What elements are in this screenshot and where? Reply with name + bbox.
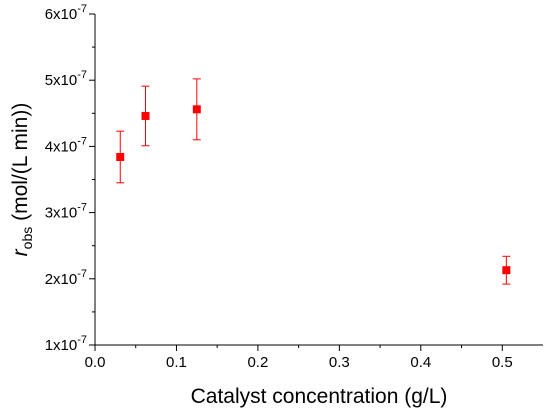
x-tick-label: 0.5: [492, 354, 513, 371]
y-tick-label: 1x10-7: [45, 334, 87, 354]
data-marks: [116, 79, 510, 284]
y-tick-label: 6x10-7: [45, 3, 87, 23]
y-tick-label: 5x10-7: [45, 69, 87, 89]
data-point: [193, 105, 201, 113]
data-point: [142, 112, 150, 120]
x-tick-label: 0.0: [85, 354, 106, 371]
x-tick-label: 0.4: [410, 354, 431, 371]
x-axis-title: Catalyst concentration (g/L): [191, 385, 448, 408]
y-axis-title-subscript: obs: [19, 227, 35, 250]
x-tick-label: 0.3: [329, 354, 350, 371]
y-axis-title-units: (mol/(L min)): [9, 103, 32, 227]
data-point: [116, 153, 124, 161]
x-tick-label: 0.1: [166, 354, 187, 371]
y-tick-label: 4x10-7: [45, 135, 87, 155]
y-tick-label: 3x10-7: [45, 202, 87, 222]
x-tick-label: 0.2: [247, 354, 268, 371]
axes: 0.0 0.1 0.2 0.3 0.4 0.5 1x10-7 2x10-7 3x10-7 4x10…: [45, 3, 543, 371]
y-tick-label: 2x10-7: [45, 268, 87, 288]
data-point-group: [193, 79, 201, 140]
data-point-group: [116, 131, 124, 183]
data-point-group: [502, 256, 510, 284]
y-axis-title: robs (mol/(L min)): [9, 103, 35, 257]
data-point: [502, 266, 510, 274]
data-point-group: [142, 86, 150, 146]
